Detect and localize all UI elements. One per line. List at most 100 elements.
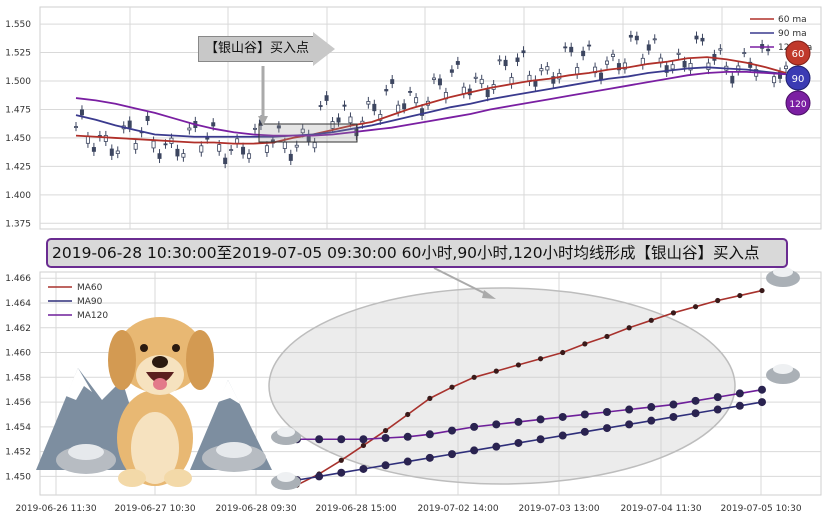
- candle-body: [431, 77, 436, 80]
- bottom-ma-point-90: [735, 401, 744, 410]
- silver-ingot-ma60-end: [766, 267, 800, 287]
- bottom-x-tick-label: 2019-07-02 14:00: [417, 504, 498, 514]
- ma-badge-120-label: 120: [789, 100, 806, 110]
- bottom-ma-point-120: [691, 396, 700, 405]
- top-y-tick-label: 1.375: [5, 219, 31, 229]
- bottom-ma-point-90: [359, 464, 368, 473]
- caption-pointer-head: [482, 290, 496, 299]
- bottom-ma-point-60: [449, 384, 455, 390]
- candle-body: [235, 138, 240, 144]
- candle-body: [115, 150, 120, 154]
- bottom-ma-point-120: [492, 420, 501, 429]
- bottom-ma-point-90: [647, 416, 656, 425]
- ma-badge-90-label: 90: [792, 74, 805, 85]
- silver-ingot-right: [202, 442, 266, 472]
- bottom-ma-point-120: [669, 400, 678, 409]
- candle-body: [605, 60, 610, 65]
- bottom-ma-point-60: [759, 287, 765, 294]
- bottom-ma-point-120: [315, 435, 324, 444]
- top-ma-line-90: [75, 66, 787, 138]
- candle-body: [622, 62, 627, 70]
- highlight-ellipse: [268, 287, 736, 485]
- bottom-chart-x-axis: 2019-06-26 11:30 2019-06-27 10:30 2019-06-…: [15, 504, 801, 514]
- silver-ingot-ma60-start: [271, 472, 301, 490]
- bottom-y-tick-label: 1.462: [5, 324, 31, 334]
- candle-body: [575, 67, 580, 75]
- candle-body: [420, 108, 425, 116]
- silver-ingot-ma120-start: [271, 427, 301, 445]
- candle-body: [503, 59, 508, 67]
- candle-body: [515, 57, 520, 62]
- candle-body: [730, 75, 735, 84]
- bottom-chart-legend: MA60 MA90 MA120: [48, 283, 108, 321]
- candle-body: [217, 144, 222, 152]
- bottom-ma-point-120: [425, 430, 434, 439]
- candle-body: [294, 144, 299, 148]
- bottom-ma-point-60: [537, 356, 544, 362]
- candle-body: [91, 147, 96, 152]
- candle-body: [569, 46, 574, 53]
- bottom-ma-point-120: [713, 393, 722, 402]
- candle-body: [175, 148, 180, 157]
- bottom-ma-point-120: [647, 403, 656, 412]
- candle-body: [396, 104, 401, 113]
- bottom-chart-y-axis: 1.450 1.452 1.454 1.456 1.458 1.460 1.462 1.464…: [5, 274, 31, 482]
- bottom-x-tick-label: 2019-07-05 10:30: [720, 504, 801, 514]
- candle-body: [539, 68, 544, 72]
- bottom-ma-point-90: [425, 453, 434, 462]
- buy-point-label-arrow: [313, 32, 335, 66]
- candle-body: [706, 62, 711, 70]
- candle-body: [616, 63, 621, 71]
- candle-body: [688, 63, 693, 71]
- caption-pointer: [433, 267, 491, 297]
- candle-body: [449, 69, 454, 73]
- candle-body: [646, 44, 651, 51]
- bottom-chart-ma-lines: [293, 287, 766, 488]
- candle-body: [348, 116, 353, 124]
- legend-label-ma90: MA90: [77, 297, 103, 307]
- top-y-tick-label: 1.425: [5, 162, 31, 172]
- candle-body: [187, 127, 192, 131]
- bottom-ma-point-120: [403, 432, 412, 441]
- bottom-ma-point-90: [603, 424, 611, 433]
- bottom-ma-point-60: [360, 442, 367, 449]
- silver-ingot-ma90-end: [766, 364, 800, 384]
- candle-body: [408, 91, 413, 93]
- bottom-ma-point-60: [382, 427, 389, 434]
- candle-body: [330, 121, 335, 129]
- candle-body: [79, 109, 84, 116]
- ma-badge-60-label: 60: [792, 49, 805, 60]
- legend-label-60ma: 60 ma: [778, 15, 807, 25]
- bottom-ma-point-60: [648, 317, 654, 323]
- top-y-tick-label: 1.550: [5, 20, 31, 30]
- top-y-tick-label: 1.400: [5, 191, 31, 201]
- candle-body: [229, 149, 234, 151]
- candle-body: [784, 65, 789, 70]
- bottom-ma-point-90: [536, 435, 545, 444]
- candle-body: [455, 61, 460, 65]
- candle-body: [718, 48, 723, 51]
- top-chart-ma-lines: [75, 56, 787, 145]
- candle-body: [652, 38, 657, 41]
- bottom-ma-point-60: [471, 374, 477, 380]
- candle-body: [772, 76, 777, 84]
- candle-body: [473, 76, 478, 79]
- bottom-ma-point-60: [560, 349, 566, 356]
- bottom-ma-point-90: [514, 438, 523, 447]
- bottom-ma-point-90: [470, 446, 479, 455]
- bottom-ma-point-60: [692, 304, 699, 310]
- candle-body: [497, 59, 502, 62]
- candle-body: [252, 127, 257, 130]
- puppy-illustration: [108, 317, 214, 487]
- candle-body: [199, 145, 204, 153]
- candle-body: [587, 44, 592, 47]
- ma-badge-90: 90: [785, 65, 811, 91]
- bottom-ma-point-120: [470, 422, 479, 431]
- candle-body: [181, 153, 186, 158]
- bottom-y-tick-label: 1.452: [5, 448, 31, 458]
- bottom-ma-point-60: [604, 333, 610, 340]
- bottom-x-tick-label: 2019-06-26 11:30: [15, 504, 96, 514]
- bottom-y-tick-label: 1.460: [5, 349, 31, 359]
- top-y-tick-label: 1.525: [5, 49, 31, 59]
